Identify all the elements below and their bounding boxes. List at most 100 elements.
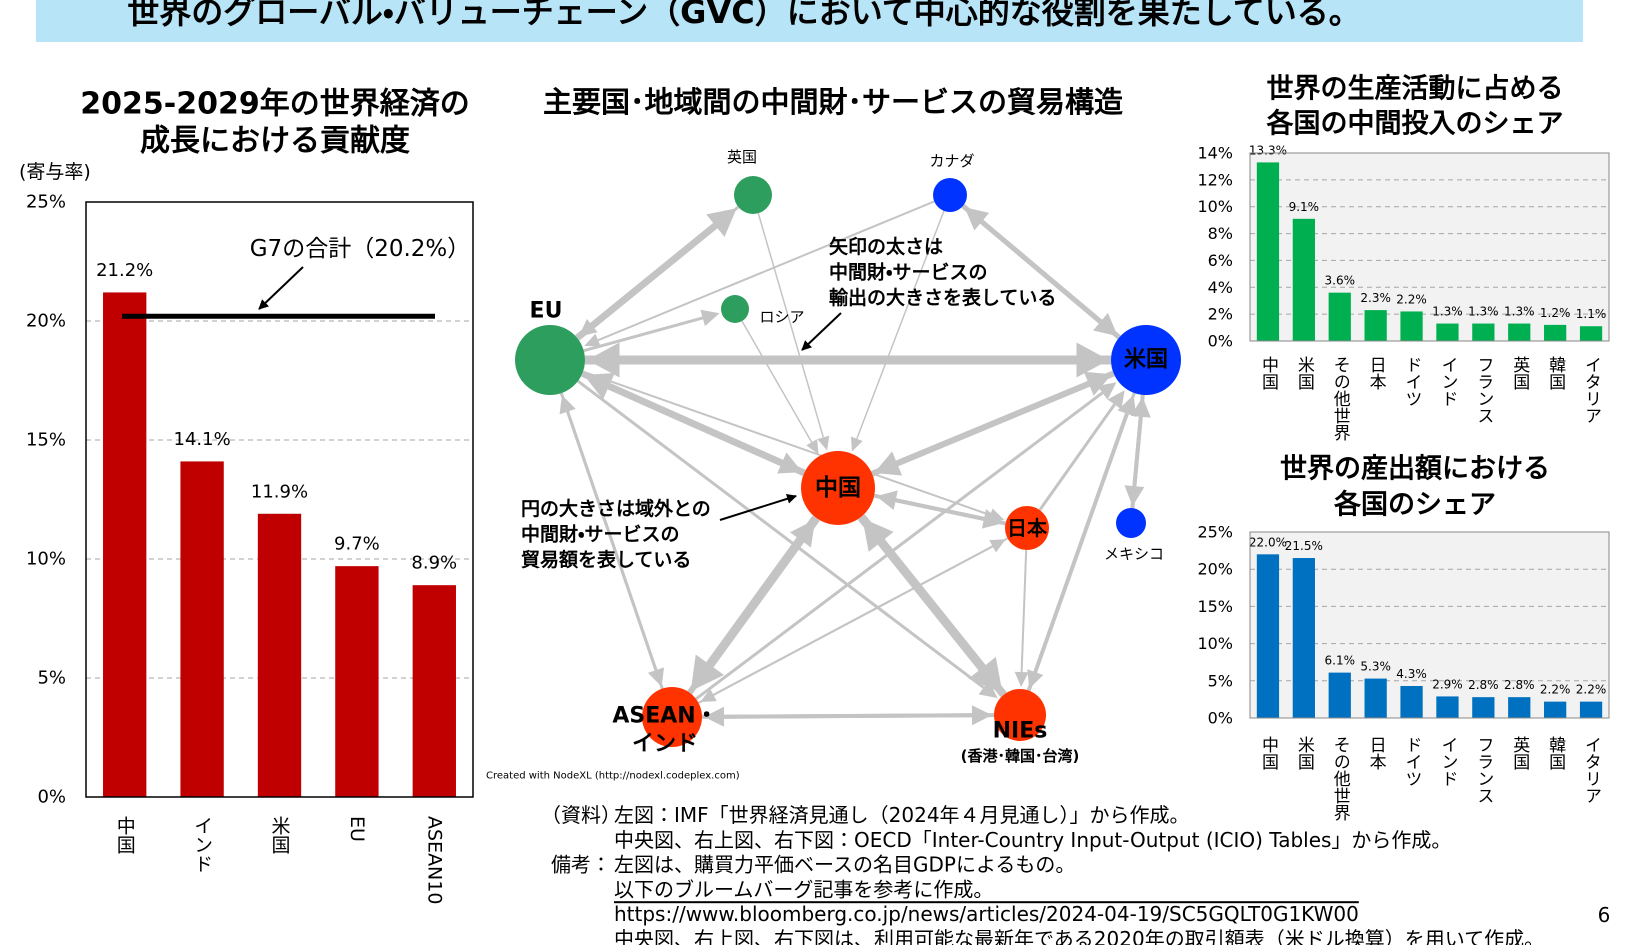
y-tick-label: 4%	[1208, 278, 1233, 297]
edge-arrowhead	[817, 435, 830, 451]
node-label: EU	[530, 299, 563, 324]
x-tick-label: 中国	[114, 816, 136, 854]
x-tick-label: イタリア	[1581, 736, 1601, 804]
value-label: 5.3%	[1360, 660, 1391, 674]
node	[933, 178, 967, 212]
x-tick-label: その他世界	[1330, 356, 1351, 441]
chart-title: 各国の中間投入のシェア	[1266, 108, 1564, 140]
y-tick-label: 15%	[1197, 597, 1233, 616]
edge-arrowhead	[703, 706, 725, 727]
value-label: 2.8%	[1504, 678, 1535, 692]
edge-arrowhead	[850, 436, 863, 452]
edge	[577, 379, 985, 689]
edge-arrowhead	[578, 319, 598, 337]
plot-frame	[85, 201, 474, 798]
edge-arrowhead	[700, 688, 717, 702]
bar	[1544, 324, 1567, 341]
bar	[1256, 554, 1280, 718]
plot-frame	[1249, 531, 1610, 719]
edge	[856, 210, 945, 439]
network-diagram	[515, 176, 1181, 747]
y-tick-label: 14%	[1197, 144, 1233, 163]
x-tick-label: インド	[191, 816, 213, 873]
value-label: 3.6%	[1325, 274, 1356, 288]
x-tick-label: インド	[1437, 736, 1457, 787]
value-label: 2.2%	[1540, 683, 1571, 697]
value-label: 4.3%	[1396, 667, 1427, 681]
bar	[1436, 696, 1459, 718]
edge-arrowhead	[584, 333, 601, 347]
edge-arrowhead	[987, 508, 1005, 522]
edge	[1020, 549, 1028, 673]
bar	[1364, 678, 1387, 718]
value-label: 14.1%	[174, 429, 231, 450]
credit: Created with NodeXL (http://nodexl.codep…	[486, 771, 740, 782]
annotation: 中間財・サービスの	[829, 261, 987, 284]
bar	[1472, 697, 1495, 718]
y-tick-label: 10%	[1197, 197, 1233, 216]
note-label: 備考：	[551, 853, 611, 877]
note-text: 左図は、購買力平価ベースの名目GDPによるもの。	[614, 853, 1075, 877]
value-label: 1.1%	[1576, 307, 1607, 321]
annotation: 円の大きさは域外との	[521, 497, 711, 520]
x-tick-label: 中国	[1258, 356, 1278, 390]
x-tick-label: ドイツ	[1402, 356, 1422, 407]
value-label: 22.0%	[1249, 535, 1287, 549]
note-text: 左図：IMF「世界経済見通し（2024年４月見通し）」から作成。	[614, 803, 1190, 827]
node	[801, 451, 875, 525]
edge-arrowhead	[874, 451, 903, 476]
edge	[873, 493, 985, 521]
edge	[723, 713, 995, 719]
y-tick-label: 15%	[26, 430, 66, 451]
bar	[1579, 326, 1603, 341]
value-label: 9.1%	[1289, 200, 1320, 214]
edge-arrowhead	[1107, 390, 1125, 410]
node	[642, 687, 702, 747]
edge	[961, 204, 1103, 324]
node	[721, 295, 749, 323]
edge	[713, 537, 1009, 696]
value-label: 11.9%	[251, 481, 308, 502]
bar	[1292, 558, 1315, 718]
network-title: 主要国･地域間の中間財･サービスの貿易構造	[543, 85, 1123, 119]
node-label: メキシコ	[1104, 545, 1164, 563]
y-tick-label: 8%	[1208, 224, 1233, 243]
edge	[580, 371, 783, 466]
node	[1111, 325, 1181, 395]
node-label: 米国	[1124, 348, 1168, 373]
value-label: 13.3%	[1249, 143, 1287, 157]
edge-arrowhead	[700, 309, 720, 327]
y-tick-label: 6%	[1208, 251, 1233, 270]
edge-arrowhead	[1014, 671, 1029, 688]
chart-title: 2025-2029年の世界経済の	[80, 87, 469, 122]
node	[515, 325, 585, 395]
annotation: 矢印の太さは	[829, 235, 943, 258]
edge-arrowhead	[777, 452, 803, 474]
y-tick-label: 12%	[1197, 170, 1233, 189]
chart-title: 世界の産出額における	[1280, 454, 1550, 485]
x-tick-label: 韓国	[1545, 736, 1566, 770]
value-label: 1.2%	[1540, 306, 1571, 320]
note-link[interactable]: https://www.bloomberg.co.jp/news/article…	[614, 902, 1359, 926]
bar	[335, 566, 379, 797]
value-label: 8.9%	[411, 553, 457, 574]
bar	[180, 461, 224, 797]
edge-arrowhead	[1093, 312, 1118, 337]
edge-arrowhead	[978, 680, 998, 699]
edge	[1033, 392, 1136, 673]
bar	[1579, 701, 1603, 718]
y-tick-label: 5%	[37, 668, 66, 689]
y-tick-label: 2%	[1208, 305, 1233, 324]
x-tick-label: 日本	[1366, 736, 1387, 770]
edge-arrowhead	[862, 518, 894, 552]
bar	[1436, 323, 1459, 341]
header-band	[36, 0, 1583, 42]
node-label: 日本	[1007, 516, 1048, 540]
chart-title: 各国のシェア	[1333, 489, 1496, 521]
node	[994, 689, 1046, 741]
x-tick-label: ドイツ	[1402, 736, 1422, 787]
y-tick-label: 0%	[1208, 709, 1233, 728]
annotation: 貿易額を表している	[521, 548, 691, 571]
value-label: 1.3%	[1468, 305, 1499, 319]
